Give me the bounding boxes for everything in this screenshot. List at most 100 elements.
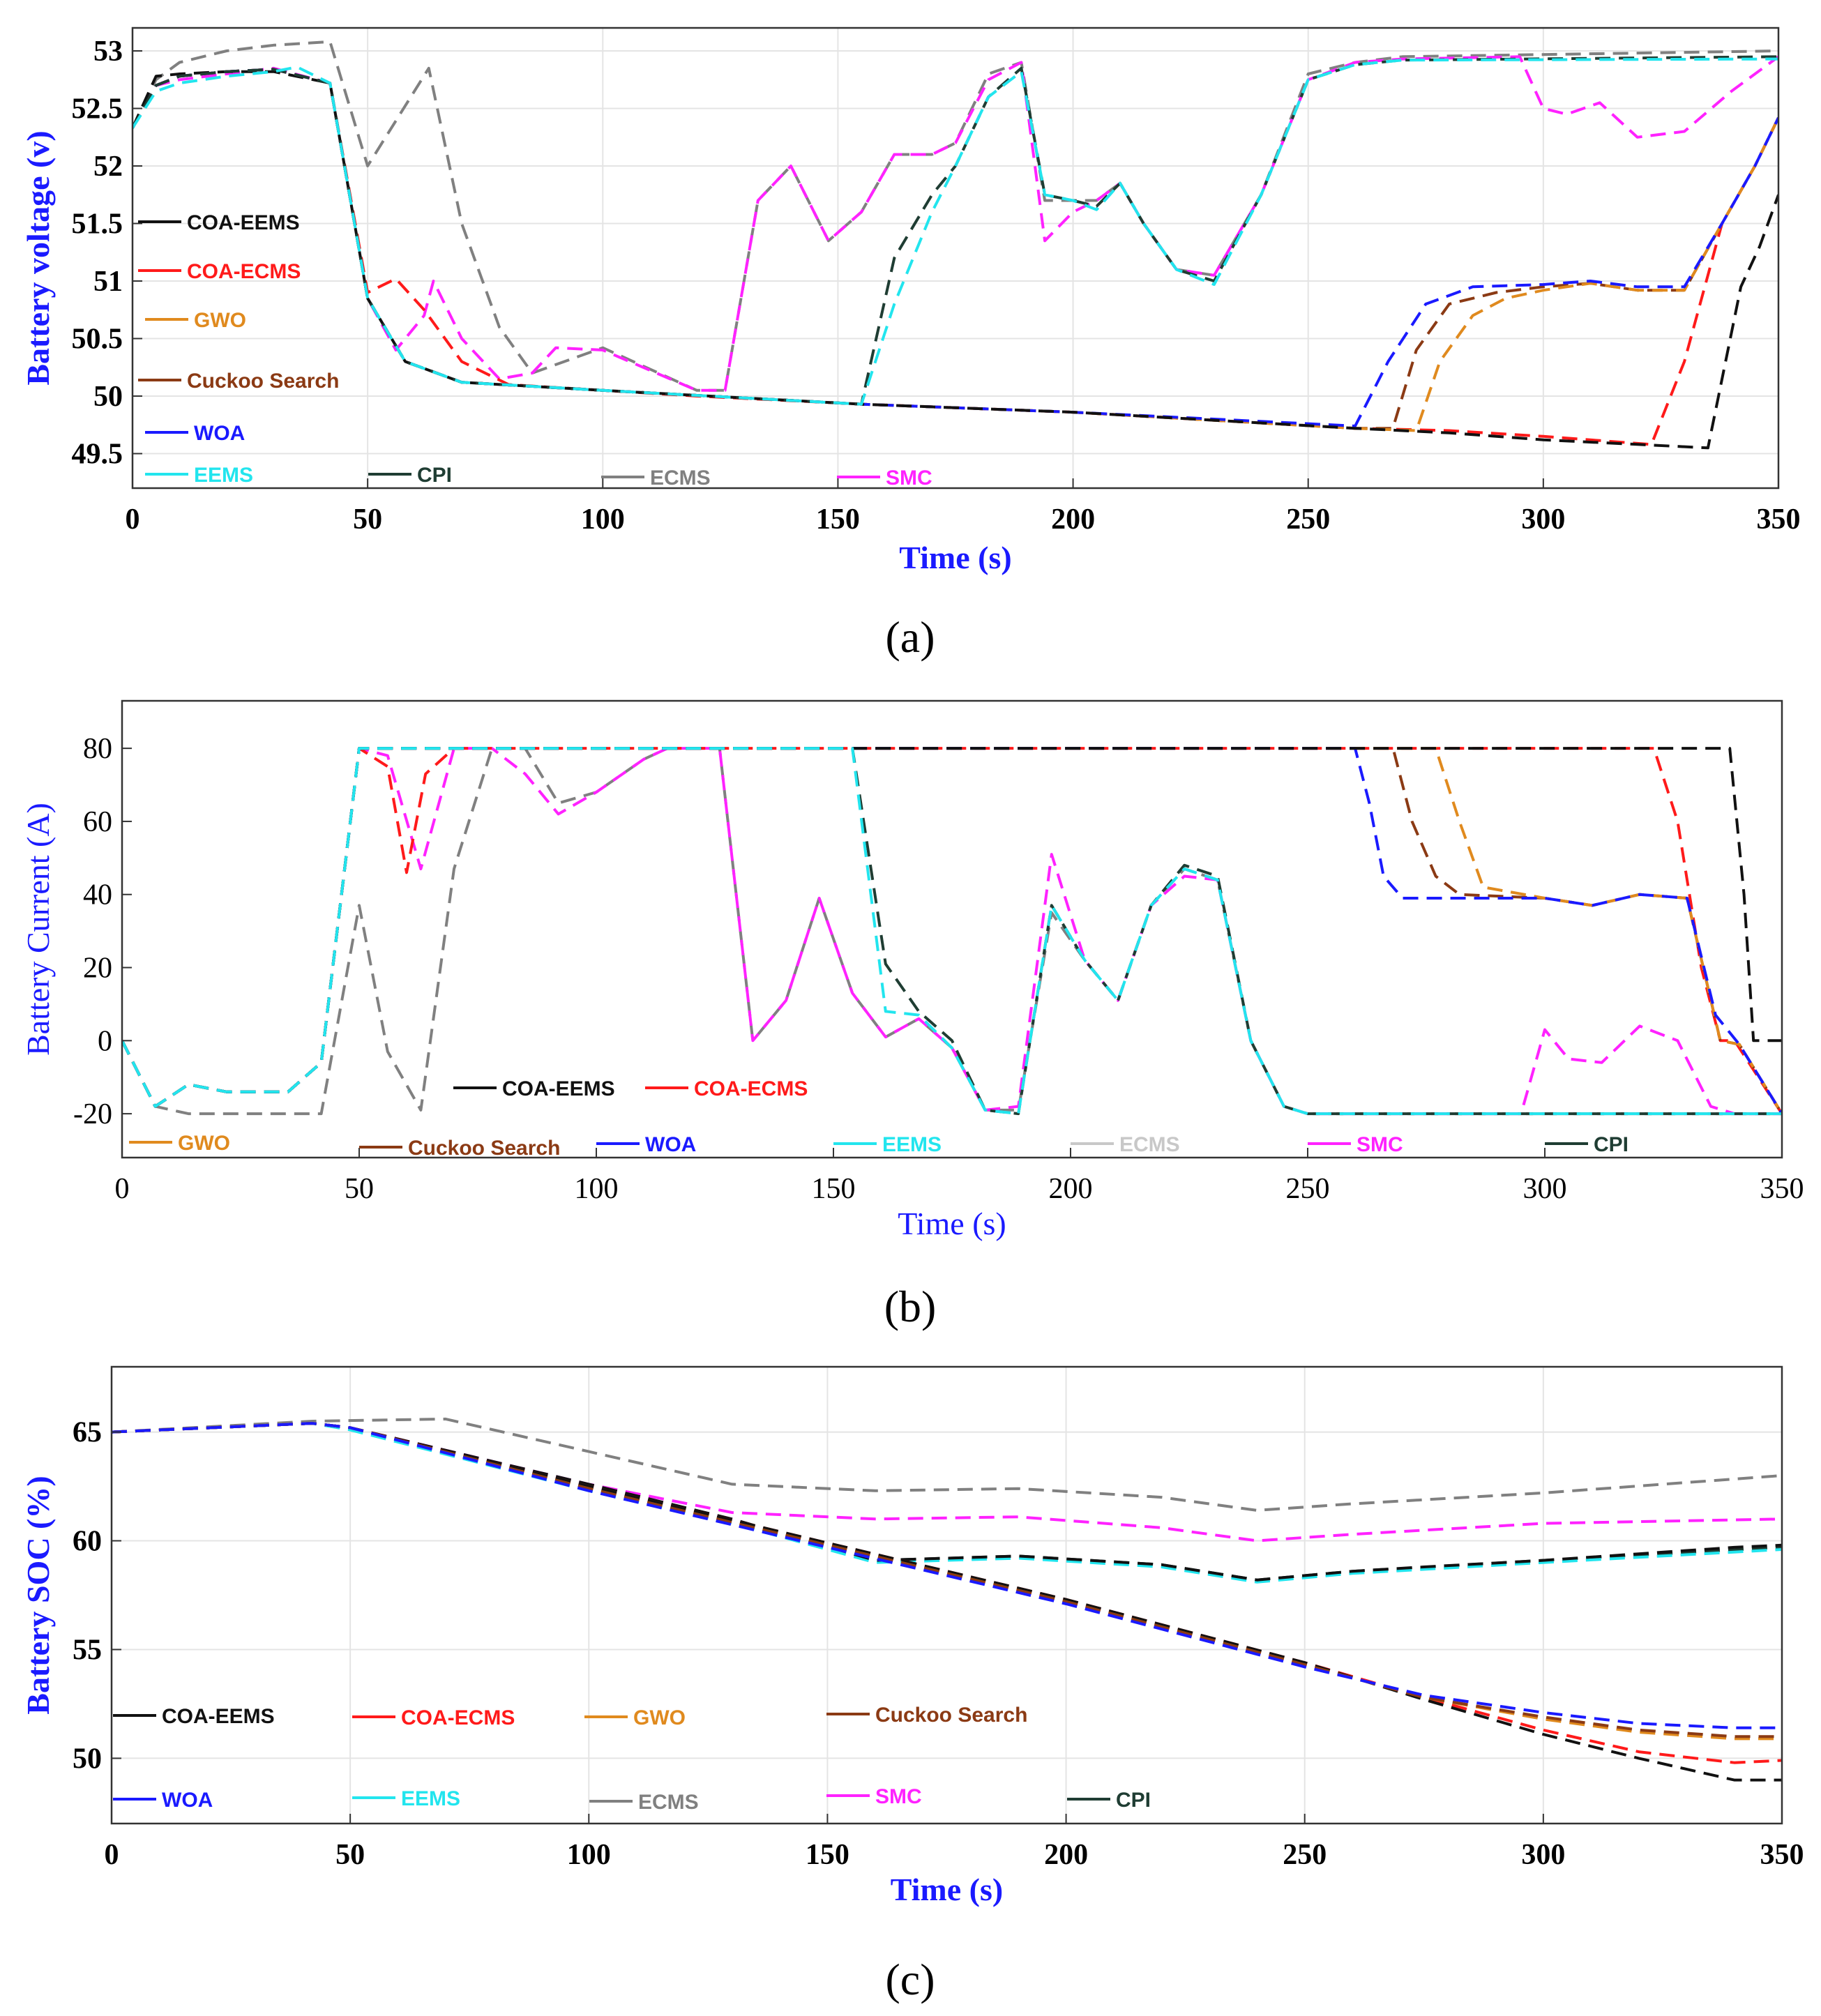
plot-area: [122, 701, 1782, 1158]
legend-entry-cuckoo-search: Cuckoo Search: [359, 1137, 560, 1160]
y-tick-label: 0: [98, 1025, 112, 1057]
x-tick-label: 100: [581, 503, 625, 536]
x-axis-label: Time (s): [898, 1206, 1006, 1241]
legend-label: Cuckoo Search: [187, 370, 339, 393]
series-line-smc: [112, 1422, 1782, 1543]
series-group: [133, 40, 1778, 450]
series-line-eems: [112, 1422, 1782, 1584]
legend-entry-coa-ecms: COA-ECMS: [645, 1077, 808, 1100]
y-tick-label: 49.5: [72, 439, 123, 471]
legend-entry-gwo: GWO: [145, 309, 246, 332]
series-group: [112, 1417, 1782, 1782]
x-tick-label: 350: [1757, 503, 1801, 536]
plot-frame: [131, 26, 1780, 490]
legend-label: Cuckoo Search: [875, 1704, 1027, 1727]
plot-frame: [110, 1365, 1783, 1825]
legend-label: COA-ECMS: [694, 1077, 808, 1100]
legend-label: ECMS: [650, 467, 711, 490]
x-tick-label: 50: [335, 1839, 365, 1871]
legend-entry-smc: SMC: [826, 1785, 922, 1808]
x-tick-label: 150: [806, 1839, 849, 1871]
legend-label: SMC: [875, 1785, 922, 1808]
y-tick-label: 60: [83, 806, 112, 838]
x-tick-label: 150: [816, 503, 860, 536]
legend-label: WOA: [162, 1789, 213, 1812]
series-line-coa-eems: [133, 70, 1778, 450]
y-tick-label: 65: [73, 1417, 102, 1449]
legend-entry-ecms: ECMS: [1071, 1133, 1180, 1156]
y-tick-label: -20: [73, 1098, 112, 1130]
legend-label: GWO: [194, 309, 246, 332]
x-tick-label: 250: [1283, 1839, 1327, 1871]
x-tick-label: 300: [1521, 1839, 1565, 1871]
y-tick-label: 20: [83, 953, 112, 985]
x-tick-label: 200: [1044, 1839, 1088, 1871]
legend-entry-woa: WOA: [596, 1133, 696, 1156]
series-line-coa-ecms: [122, 747, 1782, 1115]
legend-label: COA-EEMS: [502, 1077, 615, 1100]
y-tick-label: 50.5: [72, 324, 123, 356]
y-tick-label: 80: [83, 733, 112, 765]
y-tick-label: 51: [93, 266, 123, 298]
plot-frame: [121, 699, 1783, 1159]
series-line-woa: [122, 747, 1782, 1115]
chart-b: 0 50 100 150 200 250 300 350 -20 0 20 40 60 80 Time (s…: [20, 699, 1804, 1331]
legend-entry-coa-ecms: COA-ECMS: [352, 1706, 515, 1729]
x-tick-label: 100: [567, 1839, 611, 1871]
y-tick-label: 50: [73, 1743, 102, 1775]
legend-label: GWO: [178, 1132, 230, 1155]
legend-label: SMC: [886, 467, 932, 490]
y-tick-label: 60: [73, 1526, 102, 1558]
x-tick-label: 200: [1049, 1173, 1093, 1205]
x-tick-label: 150: [812, 1173, 856, 1205]
legend: COA-EEMS COA-ECMS GWO Cuckoo Search WOA EEMS C…: [138, 211, 932, 490]
legend-label: COA-ECMS: [401, 1706, 515, 1729]
legend-label: CPI: [417, 464, 452, 487]
legend-label: ECMS: [1119, 1133, 1180, 1156]
x-tick-label: 300: [1523, 1173, 1567, 1205]
figure-caption-b: (b): [884, 1282, 937, 1331]
y-tick-label: 51.5: [72, 209, 123, 241]
legend-entry-cpi: CPI: [1545, 1133, 1629, 1156]
series-line-ecms: [112, 1417, 1782, 1512]
legend-entry-gwo: GWO: [584, 1706, 686, 1729]
legend-label: WOA: [645, 1133, 696, 1156]
figure-caption-c: (c): [885, 1955, 935, 2004]
x-tick-label: 350: [1760, 1839, 1804, 1871]
legend-label: COA-ECMS: [187, 260, 301, 283]
legend-entry-cuckoo-search: Cuckoo Search: [826, 1704, 1027, 1727]
figure-caption-a: (a): [885, 612, 935, 662]
y-tick-label: 53: [93, 36, 123, 68]
y-tick-label: 52.5: [72, 93, 123, 126]
legend-entry-woa: WOA: [145, 422, 245, 445]
x-tick-label: 50: [345, 1173, 374, 1205]
legend-label: GWO: [633, 1706, 686, 1729]
legend-label: WOA: [194, 422, 245, 445]
legend-entry-eems: EEMS: [145, 464, 253, 487]
y-axis-label: Battery Current (A): [20, 803, 56, 1056]
y-tick-label: 50: [93, 381, 123, 413]
series-group: [122, 747, 1782, 1116]
legend-label: COA-EEMS: [162, 1705, 275, 1728]
legend-entry-coa-eems: COA-EEMS: [453, 1077, 615, 1100]
plot-area: [133, 28, 1778, 488]
legend-label: SMC: [1357, 1133, 1403, 1156]
legend-entry-coa-ecms: COA-ECMS: [138, 260, 301, 283]
legend-entry-smc: SMC: [837, 467, 932, 490]
series-line-coa-eems-tail: [112, 1422, 1782, 1782]
legend-entry-coa-eems: COA-EEMS: [138, 211, 300, 234]
legend-label: CPI: [1594, 1133, 1629, 1156]
chart-a: 0 50 100 150 200 250 300 350 49.5 50 50.5 51 51.5 52 5…: [20, 26, 1801, 662]
legend-label: EEMS: [401, 1787, 460, 1810]
legend: COA-EEMS COA-ECMS GWO Cuckoo Search WOA EEMS E…: [113, 1704, 1151, 1814]
y-tick-label: 52: [93, 151, 123, 183]
plot-area: [112, 1367, 1782, 1824]
legend-label: EEMS: [194, 464, 253, 487]
x-tick-label: 250: [1286, 1173, 1330, 1205]
x-tick-label: 100: [575, 1173, 619, 1205]
legend-entry-ecms: ECMS: [589, 1791, 699, 1814]
legend: COA-EEMS COA-ECMS GWO Cuckoo Search WOA EEMS E…: [129, 1077, 1629, 1160]
series-line-woa: [112, 1422, 1782, 1729]
legend-entry-smc: SMC: [1308, 1133, 1403, 1156]
